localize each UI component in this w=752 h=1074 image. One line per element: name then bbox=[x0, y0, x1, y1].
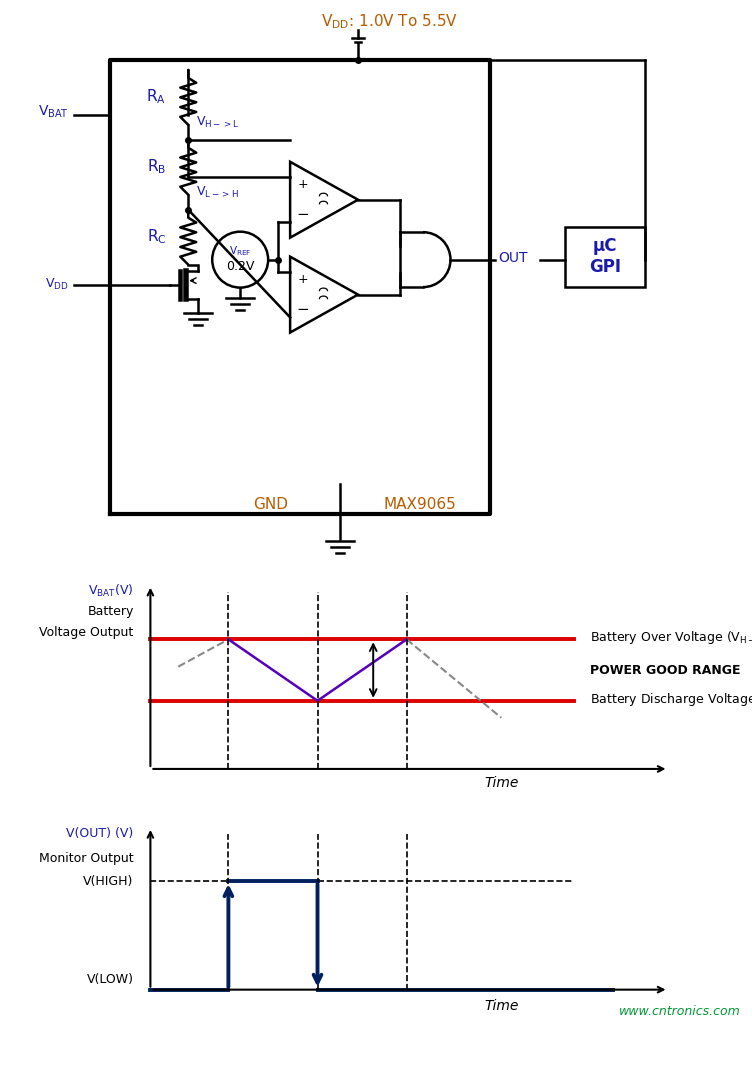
Text: −: − bbox=[297, 302, 310, 317]
Text: 0.2V: 0.2V bbox=[226, 260, 254, 273]
Text: V(HIGH): V(HIGH) bbox=[83, 874, 134, 888]
Text: Voltage Output: Voltage Output bbox=[39, 626, 134, 639]
Text: Battery: Battery bbox=[87, 606, 134, 619]
FancyBboxPatch shape bbox=[565, 227, 644, 287]
Text: Time: Time bbox=[484, 999, 519, 1013]
Text: Time: Time bbox=[484, 775, 519, 789]
Text: −: − bbox=[297, 207, 310, 222]
Text: $\mathregular{R_A}$: $\mathregular{R_A}$ bbox=[147, 87, 166, 106]
Text: μC
GPI: μC GPI bbox=[589, 237, 620, 276]
Text: OUT: OUT bbox=[498, 250, 527, 264]
Text: $\mathregular{R_B}$: $\mathregular{R_B}$ bbox=[147, 158, 166, 176]
Text: $\mathregular{R_C}$: $\mathregular{R_C}$ bbox=[147, 228, 166, 246]
Text: $\mathregular{V_{L->H}}$: $\mathregular{V_{L->H}}$ bbox=[196, 185, 239, 200]
Text: Battery Discharge Voltage (V$_{\mathregular{L->H}}$): Battery Discharge Voltage (V$_{\mathregu… bbox=[590, 691, 752, 708]
Text: POWER GOOD RANGE: POWER GOOD RANGE bbox=[590, 664, 741, 677]
Text: +: + bbox=[298, 178, 308, 191]
Text: Monitor Output: Monitor Output bbox=[39, 853, 134, 866]
Text: $\mathregular{V_{DD}}$: 1.0V To 5.5V: $\mathregular{V_{DD}}$: 1.0V To 5.5V bbox=[321, 13, 459, 31]
Text: GND: GND bbox=[253, 497, 288, 512]
Text: MAX9065: MAX9065 bbox=[384, 497, 456, 512]
Text: V(OUT) (V): V(OUT) (V) bbox=[66, 827, 134, 840]
Text: V(LOW): V(LOW) bbox=[86, 973, 134, 986]
Text: $\mathregular{V_{DD}}$: $\mathregular{V_{DD}}$ bbox=[45, 277, 68, 292]
Text: $\mathregular{V_{BAT}}$(V): $\mathregular{V_{BAT}}$(V) bbox=[88, 583, 134, 599]
Text: $\mathregular{V_{H->L}}$: $\mathregular{V_{H->L}}$ bbox=[196, 115, 240, 130]
Text: $\mathregular{V_{REF}}$: $\mathregular{V_{REF}}$ bbox=[229, 244, 251, 258]
Text: www.cntronics.com: www.cntronics.com bbox=[619, 1005, 741, 1018]
Text: $\mathregular{V_{BAT}}$: $\mathregular{V_{BAT}}$ bbox=[38, 104, 68, 120]
Text: +: + bbox=[298, 273, 308, 286]
Text: Battery Over Voltage (V$_{\mathregular{H->L}}$): Battery Over Voltage (V$_{\mathregular{H… bbox=[590, 629, 752, 647]
